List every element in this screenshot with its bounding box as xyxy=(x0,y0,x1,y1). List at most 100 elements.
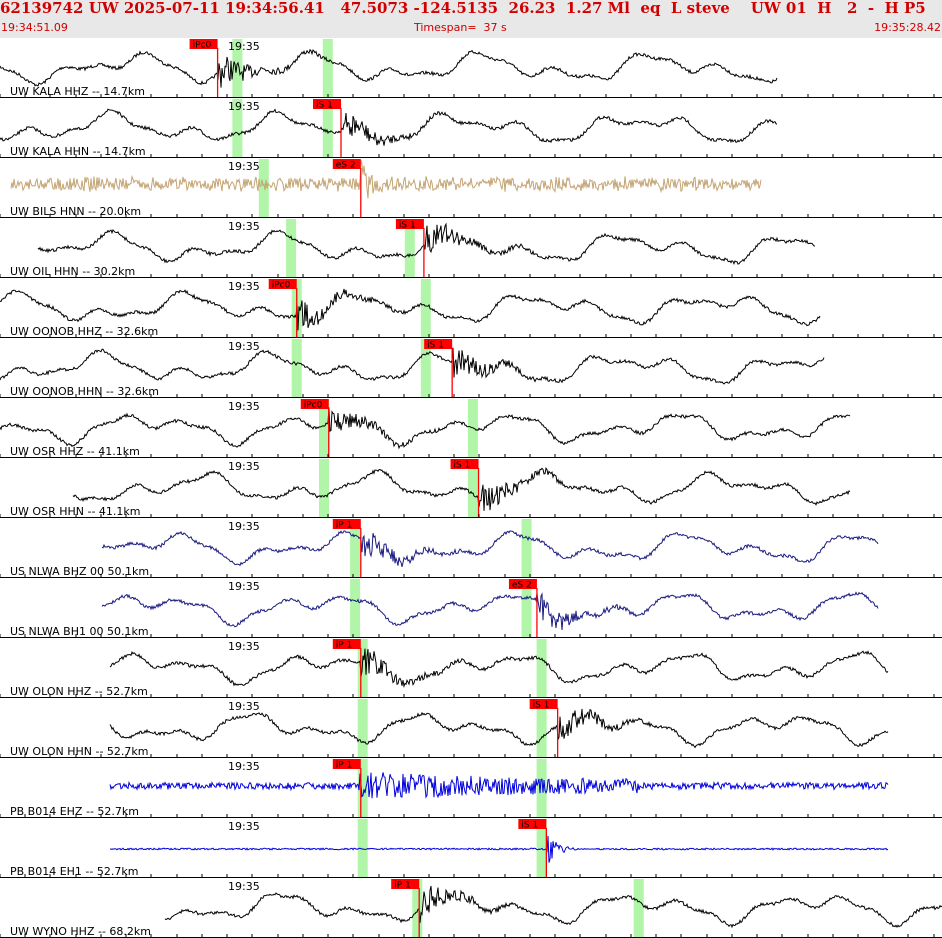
pick-label[interactable]: iP 1 xyxy=(394,881,411,891)
channel-label: UW OLON HHN -- 52.7km xyxy=(10,745,148,758)
event-summary-line: 62139742 UW 2025-07-11 19:34:56.41 47.50… xyxy=(0,0,942,17)
channel-label: UW OSR HHN -- 41.1km xyxy=(10,505,141,518)
pick-label[interactable]: iS 1 xyxy=(454,461,471,471)
channel-label: PB B014 EHZ -- 52.7km xyxy=(10,805,139,818)
waveform-trace xyxy=(109,648,889,689)
pick-flag[interactable] xyxy=(332,519,361,529)
waveform-trace xyxy=(0,407,851,450)
channel-label: US NLWA BHZ 00 50.1km xyxy=(10,565,149,578)
waveform-trace xyxy=(72,466,851,511)
channel-label: US NLWA BH1 00 50.1km xyxy=(10,625,149,638)
channel-label: UW OONOB HHN -- 32.6km xyxy=(10,385,159,398)
waveform-trace xyxy=(0,108,778,146)
phase-window-band xyxy=(286,219,297,278)
phase-window-band xyxy=(420,279,431,338)
pick-flag[interactable] xyxy=(508,579,537,589)
pick-flag[interactable] xyxy=(391,879,420,889)
trace-panel[interactable]: 19:35 iP 1 UW OLON HHZ -- 52.7km xyxy=(0,639,942,698)
channel-label: UW OSR HHZ -- 41.1km xyxy=(10,445,140,458)
pick-label[interactable]: iS 1 xyxy=(427,341,444,351)
minute-tick-label: 19:35 xyxy=(228,100,260,113)
pick-label[interactable]: iPc0 xyxy=(272,281,291,291)
minute-tick-label: 19:35 xyxy=(228,760,260,773)
phase-window-band xyxy=(521,579,532,638)
channel-label: UW KALA HHN -- 14.7km xyxy=(10,145,146,158)
pick-label[interactable]: eS 2 xyxy=(336,161,356,171)
trace-panel[interactable]: 19:35 iPc0 UW KALA HHZ -- 14.7km xyxy=(0,39,942,98)
pick-flag[interactable] xyxy=(529,699,558,709)
trace-panel[interactable]: 19:35 iS 1 UW OONOB HHN -- 32.6km xyxy=(0,339,942,398)
waveform-trace xyxy=(164,885,942,929)
phase-window-band xyxy=(536,699,547,758)
trace-panel[interactable]: 19:35 iS 1 UW OLON HHN -- 52.7km xyxy=(0,699,942,758)
pick-label[interactable]: iP 1 xyxy=(336,761,353,771)
minute-tick-label: 19:35 xyxy=(228,580,260,593)
window-start-time: 19:34:51.09 xyxy=(1,21,68,34)
pick-flag[interactable] xyxy=(395,219,424,229)
minute-tick-label: 19:35 xyxy=(228,40,260,53)
channel-label: UW OIL HHN -- 30.2km xyxy=(10,265,135,278)
minute-tick-label: 19:35 xyxy=(228,820,260,833)
waveform-trace xyxy=(101,591,879,631)
phase-window-band xyxy=(350,579,361,638)
minute-tick-label: 19:35 xyxy=(228,400,260,413)
trace-panel[interactable]: 19:35 eS 2 US NLWA BH1 00 50.1km xyxy=(0,579,942,638)
phase-window-band xyxy=(258,159,269,218)
pick-label[interactable]: iS 1 xyxy=(533,701,550,711)
phase-window-band xyxy=(521,519,532,578)
pick-flag[interactable] xyxy=(300,399,329,409)
phase-window-band xyxy=(536,759,547,818)
pick-flag[interactable] xyxy=(189,39,218,49)
trace-panel[interactable]: 19:35 iPc0 UW OONOB HHZ -- 32.6km xyxy=(0,279,942,338)
minute-tick-label: 19:35 xyxy=(228,220,260,233)
channel-label: PB B014 EH1 -- 52.7km xyxy=(10,865,138,878)
phase-window-band xyxy=(357,639,368,698)
timespan-label: Timespan= 37 s xyxy=(414,21,507,34)
trace-panel[interactable]: 19:35 iS 1 UW OSR HHN -- 41.1km xyxy=(0,459,942,518)
waveform-trace xyxy=(109,772,889,799)
phase-window-band xyxy=(232,99,243,158)
trace-panel[interactable]: 19:35 iS 1 UW OIL HHN -- 30.2km xyxy=(0,219,942,278)
phase-window-band xyxy=(467,459,478,518)
pick-flag[interactable] xyxy=(332,159,361,169)
pick-label[interactable]: iPc0 xyxy=(304,401,323,411)
phase-window-band xyxy=(291,339,302,398)
pick-flag[interactable] xyxy=(450,459,479,469)
waveform-trace xyxy=(37,222,816,266)
channel-label: UW OLON HHZ -- 52.7km xyxy=(10,685,148,698)
pick-flag[interactable] xyxy=(424,339,453,349)
pick-flag[interactable] xyxy=(518,819,547,829)
phase-window-band xyxy=(319,399,329,458)
pick-flag[interactable] xyxy=(332,759,361,769)
pick-label[interactable]: eS 2 xyxy=(512,581,532,591)
waveform-trace xyxy=(0,347,825,385)
phase-window-band xyxy=(412,879,423,938)
minute-tick-label: 19:35 xyxy=(228,340,260,353)
phase-window-band xyxy=(322,99,333,158)
pick-flag[interactable] xyxy=(268,279,297,289)
phase-window-band xyxy=(350,519,361,578)
pick-label[interactable]: iP 1 xyxy=(336,641,353,651)
channel-label: UW KALA HHZ -- 14.7km xyxy=(10,85,145,98)
pick-flag[interactable] xyxy=(332,639,361,649)
trace-panel[interactable]: 19:35 iS 1 UW KALA HHN -- 14.7km xyxy=(0,99,942,158)
trace-panel[interactable]: 19:35 iPc0 UW OSR HHZ -- 41.1km xyxy=(0,399,942,458)
pick-label[interactable]: iS 1 xyxy=(399,221,416,231)
phase-window-band xyxy=(633,879,644,938)
waveform-trace xyxy=(109,708,889,749)
minute-tick-label: 19:35 xyxy=(228,520,260,533)
trace-panel[interactable]: 19:35 iP 1 UW WYNO HHZ -- 68.2km xyxy=(0,879,942,938)
seismogram-panels[interactable]: 19:35 iPc0 UW KALA HHZ -- 14.7km 19:35 iS 1 U… xyxy=(0,38,942,938)
minute-tick-label: 19:35 xyxy=(228,160,260,173)
pick-label[interactable]: iPc0 xyxy=(193,41,212,51)
trace-panel[interactable]: 19:35 eS 2 UW BILS HNN -- 20.0km xyxy=(0,159,942,218)
trace-panel[interactable]: 19:35 iP 1 US NLWA BHZ 00 50.1km xyxy=(0,519,942,578)
trace-panel[interactable]: 19:35 iS 1 PB B014 EH1 -- 52.7km xyxy=(0,819,942,878)
pick-flag[interactable] xyxy=(313,99,342,109)
pick-label[interactable]: iS 1 xyxy=(316,101,333,111)
pick-label[interactable]: iS 1 xyxy=(521,821,538,831)
trace-panel[interactable]: 19:35 iP 1 PB B014 EHZ -- 52.7km xyxy=(0,759,942,818)
pick-label[interactable]: iP 1 xyxy=(336,521,353,531)
window-end-time: 19:35:28.42 xyxy=(874,21,941,34)
minute-tick-label: 19:35 xyxy=(228,460,260,473)
